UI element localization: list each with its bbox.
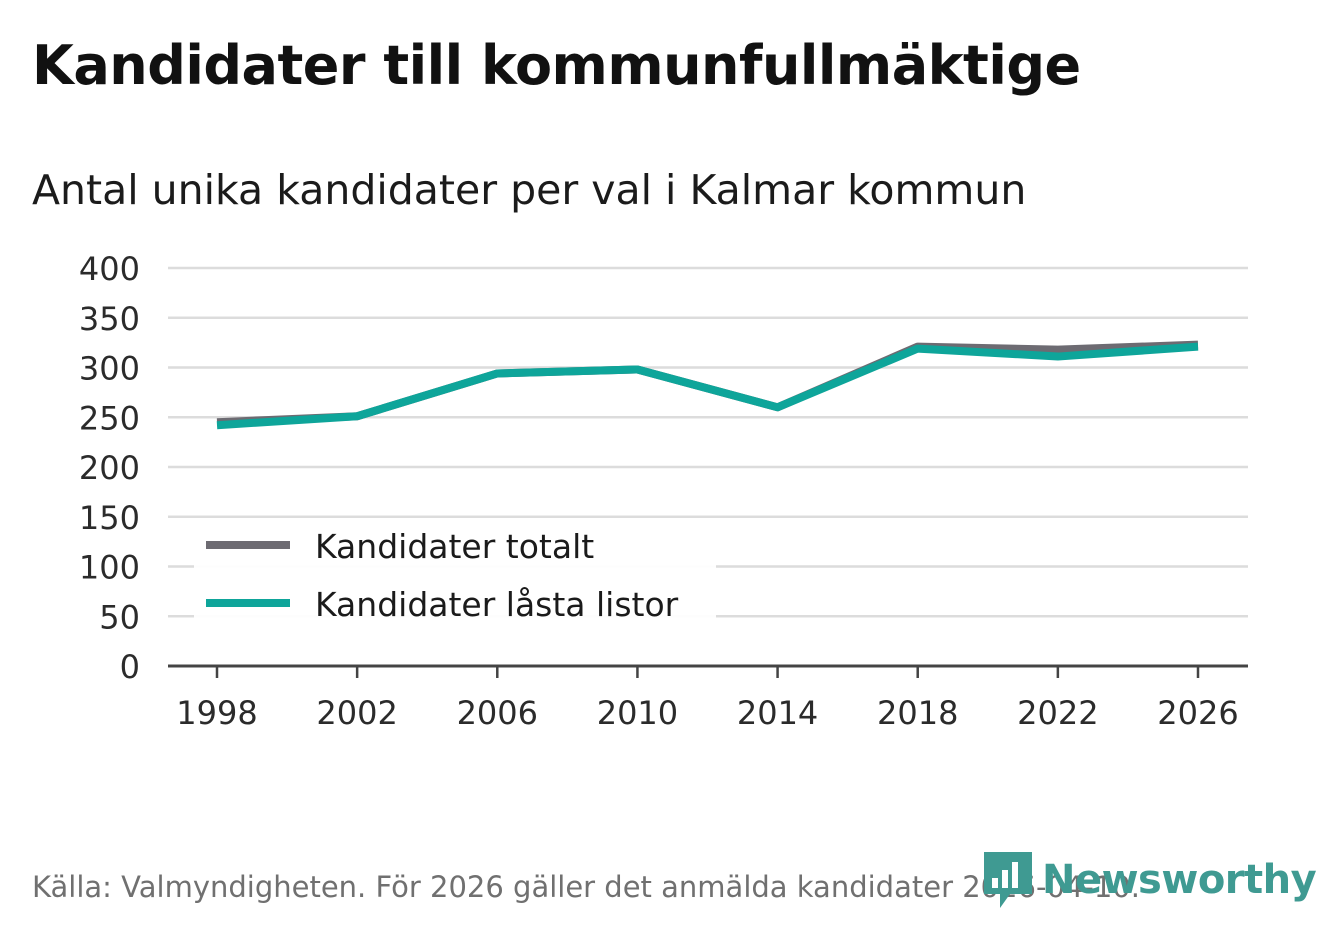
y-tick-label: 100 (79, 549, 140, 587)
x-tick-label: 2014 (737, 694, 818, 732)
source-note: Källa: Valmyndigheten. För 2026 gäller d… (32, 870, 1140, 904)
x-tick-label: 2026 (1157, 694, 1238, 732)
x-tick-label: 2002 (316, 694, 397, 732)
x-tick-label: 2018 (877, 694, 958, 732)
y-tick-label: 150 (79, 499, 140, 537)
y-tick-label: 0 (120, 648, 140, 686)
series-line-locked (216, 342, 1199, 430)
x-axis-ticks: 1998 2002 2006 2010 2014 2018 2022 2026 (176, 666, 1239, 732)
legend-label-locked: Kandidater låsta listor (315, 585, 679, 624)
legend-label-total: Kandidater totalt (315, 527, 594, 566)
y-tick-label: 400 (79, 250, 140, 288)
y-tick-label: 50 (99, 598, 140, 636)
brand-logo[interactable]: Newsworthy (982, 850, 1317, 910)
newsworthy-logo-icon (984, 852, 1032, 908)
chart-subtitle: Antal unika kandidater per val i Kalmar … (32, 166, 1027, 214)
y-tick-label: 350 (79, 300, 140, 338)
y-axis-ticks: 0 50 100 150 200 250 300 350 400 (79, 250, 140, 686)
series-lines (216, 340, 1199, 430)
brand-name: Newsworthy (1042, 857, 1317, 903)
chart-title: Kandidater till kommunfullmäktige (32, 34, 1081, 97)
y-tick-label: 200 (79, 449, 140, 487)
y-tick-label: 250 (79, 399, 140, 437)
x-tick-label: 2010 (597, 694, 678, 732)
y-tick-label: 300 (79, 350, 140, 388)
legend: Kandidater totalt Kandidater låsta listo… (194, 518, 716, 624)
x-tick-label: 2006 (457, 694, 538, 732)
x-tick-label: 2022 (1017, 694, 1098, 732)
x-tick-label: 1998 (176, 694, 257, 732)
